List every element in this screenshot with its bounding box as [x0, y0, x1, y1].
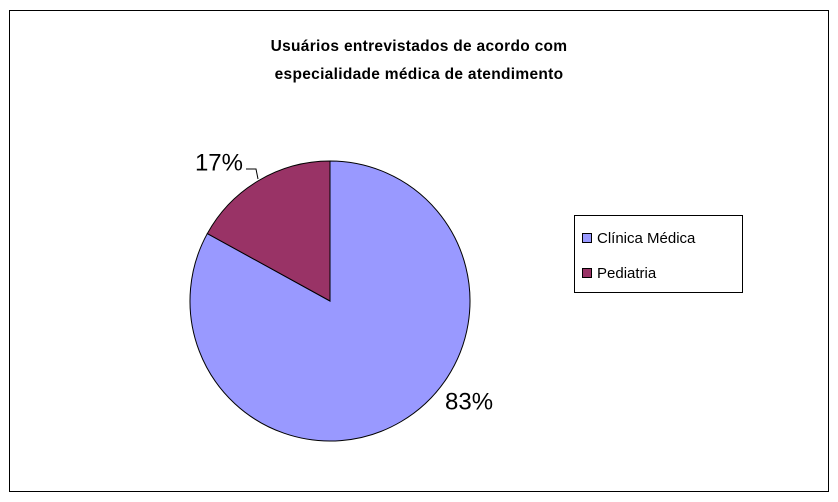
leader-line [246, 168, 259, 180]
legend-label: Clínica Médica [597, 230, 696, 247]
data-label: 83% [445, 388, 493, 415]
legend-box [574, 215, 743, 293]
pie-slice [206, 160, 331, 302]
legend-swatch [582, 268, 592, 278]
legend-label: Pediatria [597, 265, 657, 282]
data-label: 17% [195, 149, 243, 176]
legend-swatch [582, 233, 592, 243]
chart-title: Usuários entrevistados de acordo com esp… [270, 38, 568, 83]
